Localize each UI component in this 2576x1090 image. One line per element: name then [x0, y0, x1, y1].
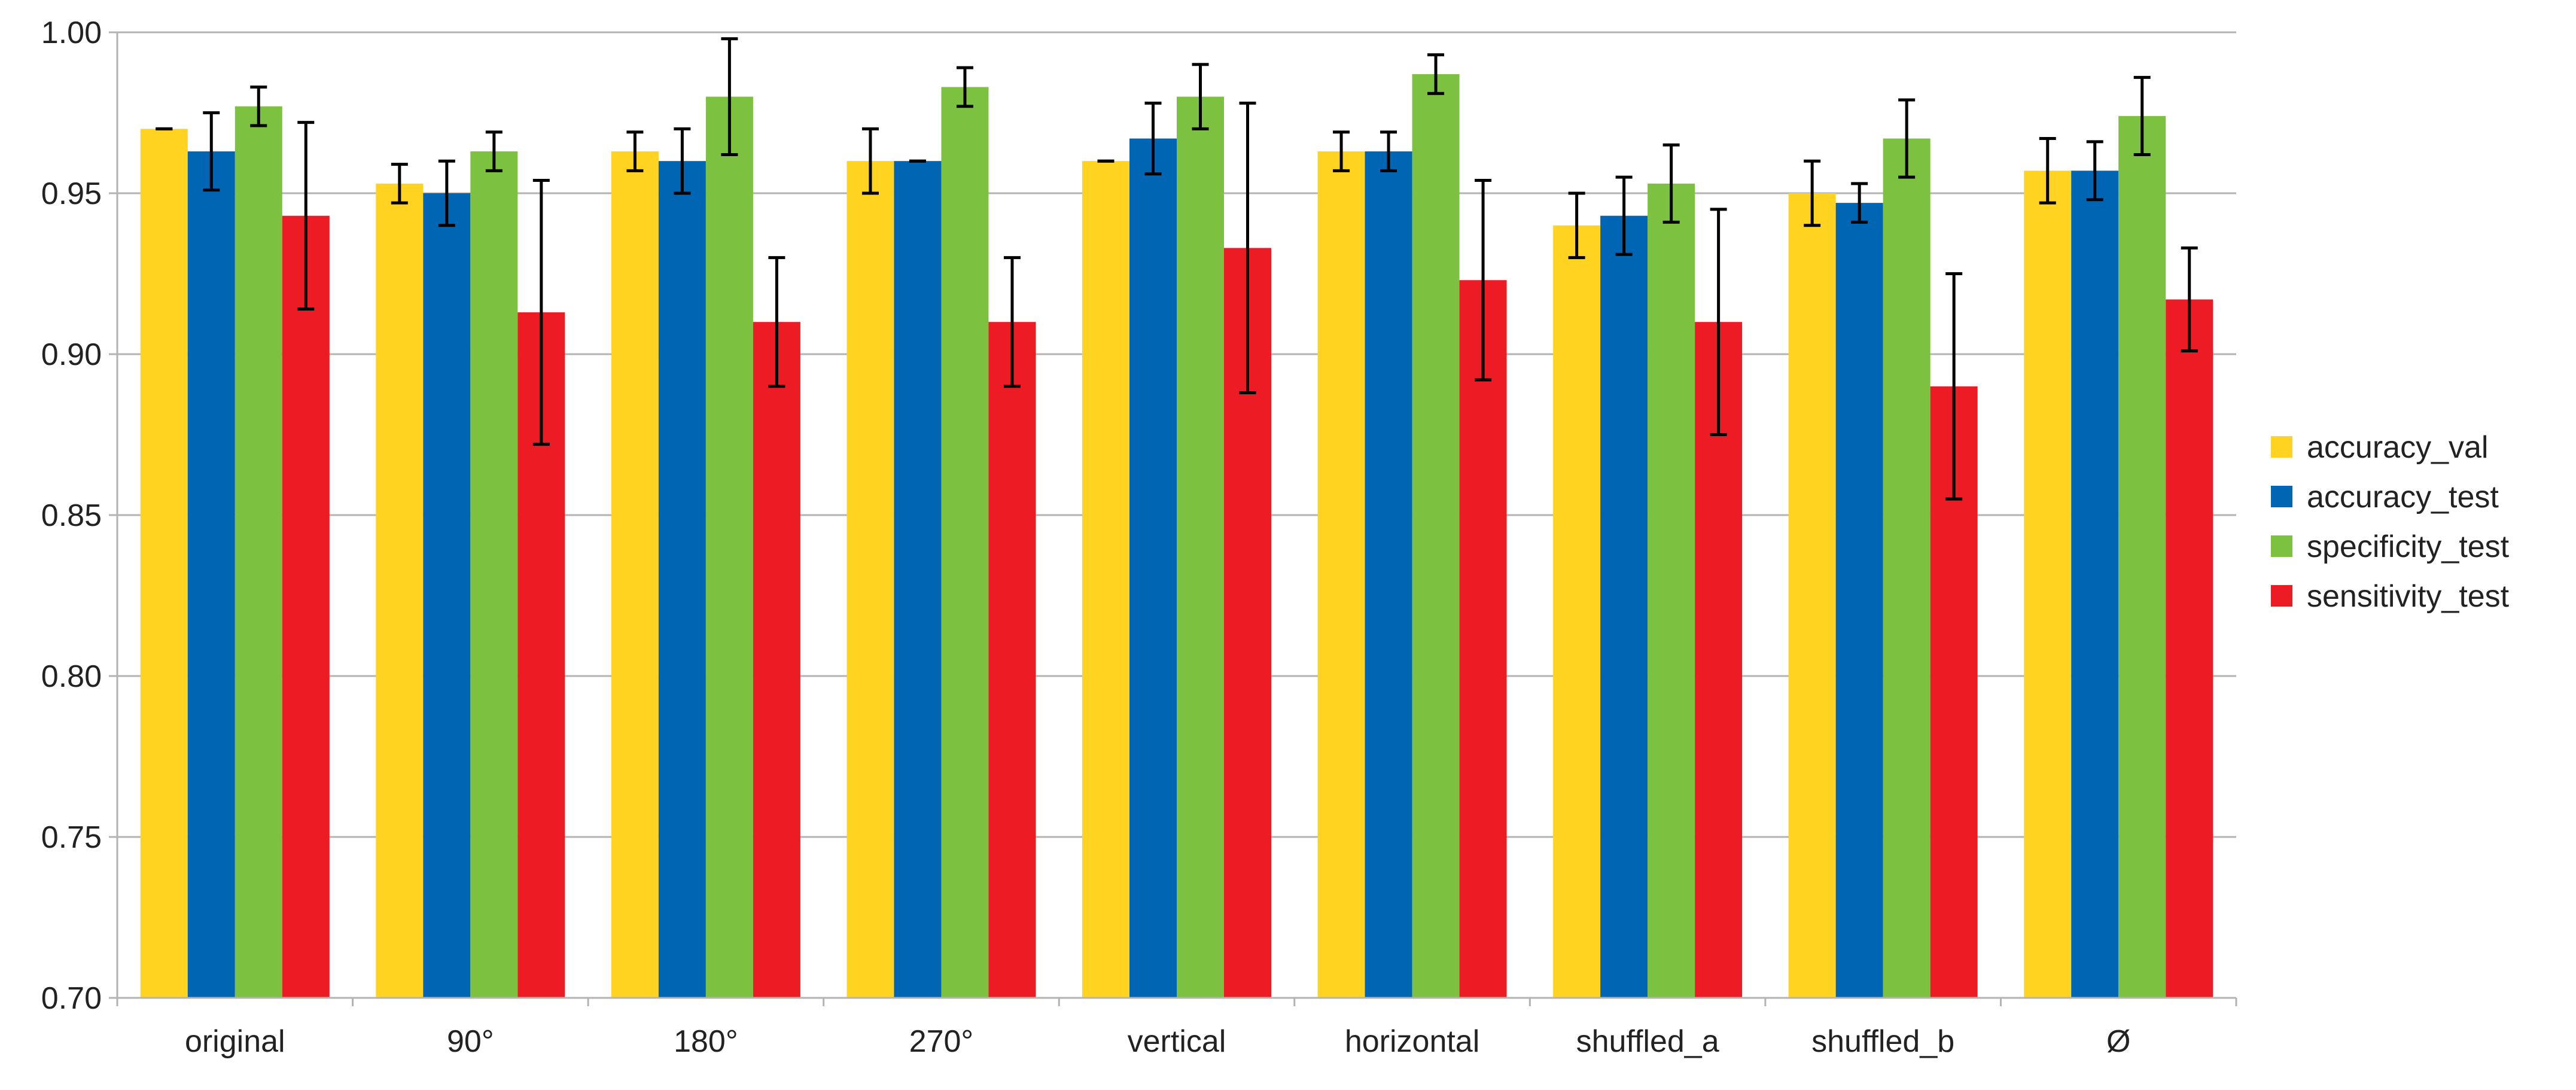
bar-accuracy_val	[611, 151, 659, 998]
y-tick-label: 0.75	[41, 820, 102, 855]
bar-specificity_test	[470, 151, 518, 998]
bar-accuracy_val	[1553, 225, 1601, 998]
bar-accuracy_test	[1600, 215, 1648, 998]
x-tick-label: shuffled_a	[1576, 1024, 1719, 1059]
bar-specificity_test	[1648, 183, 1695, 998]
y-tick-label: 1.00	[41, 16, 102, 50]
legend-label-accuracy_val: accuracy_val	[2307, 430, 2488, 465]
bar-accuracy_test	[423, 193, 471, 998]
x-tick-label: shuffled_b	[1811, 1024, 1954, 1059]
bar-sensitivity_test	[988, 322, 1036, 998]
axes: 0.70 0.75 0.80 0.85 0.90 0.95 1.00 original 90° 1…	[41, 16, 2237, 1059]
bar-accuracy_val	[376, 183, 424, 998]
x-tick-label: vertical	[1128, 1024, 1226, 1059]
legend-swatch-specificity_test	[2271, 535, 2292, 557]
bar-accuracy_val	[847, 161, 894, 998]
bar-specificity_test	[2118, 115, 2166, 998]
x-tick-label: 90°	[447, 1024, 494, 1059]
legend-swatch-accuracy_val	[2271, 436, 2292, 458]
x-tick-label: 180°	[674, 1024, 738, 1059]
legend-swatch-accuracy_test	[2271, 486, 2292, 507]
bar-accuracy_val	[1082, 161, 1129, 998]
bar-accuracy_test	[894, 161, 942, 998]
x-tick-label: original	[185, 1024, 285, 1059]
bar-accuracy_test	[1129, 138, 1177, 998]
legend-label-specificity_test: specificity_test	[2307, 529, 2510, 564]
legend-swatch-sensitivity_test	[2271, 585, 2292, 607]
legend-label-sensitivity_test: sensitivity_test	[2307, 579, 2510, 614]
bar-accuracy_val	[1317, 151, 1365, 998]
y-tick-label: 0.80	[41, 659, 102, 694]
legend: accuracy_val accuracy_test specificity_tes…	[2271, 430, 2510, 614]
y-tick-label: 0.95	[41, 176, 102, 211]
bar-sensitivity_test	[282, 215, 330, 998]
x-tick-label: 270°	[909, 1024, 974, 1059]
bar-accuracy_val	[1788, 193, 1836, 998]
bar-specificity_test	[941, 87, 989, 998]
bars	[140, 74, 2213, 998]
y-tick-label: 0.85	[41, 498, 102, 533]
bar-specificity_test	[705, 96, 753, 998]
legend-label-accuracy_test: accuracy_test	[2307, 480, 2499, 514]
bar-accuracy_val	[2024, 170, 2072, 998]
error-bars	[156, 37, 2198, 501]
x-tick-label: Ø	[2106, 1024, 2130, 1059]
bar-specificity_test	[1177, 96, 1224, 998]
y-tick-label: 0.70	[41, 981, 102, 1016]
bar-accuracy_test	[658, 161, 706, 998]
bar-accuracy_test	[1835, 203, 1883, 998]
y-tick-label: 0.90	[41, 337, 102, 372]
bar-accuracy_test	[2071, 170, 2119, 998]
bar-accuracy_test	[187, 151, 235, 998]
bar-accuracy_val	[140, 129, 188, 998]
bar-accuracy_test	[1365, 151, 1412, 998]
bar-sensitivity_test	[2166, 299, 2213, 998]
bar-specificity_test	[1412, 74, 1460, 998]
bar-specificity_test	[235, 106, 282, 998]
bar-specificity_test	[1883, 138, 1931, 998]
x-tick-label: horizontal	[1345, 1024, 1479, 1059]
bar-sensitivity_test	[1459, 280, 1507, 998]
bar-sensitivity_test	[753, 322, 800, 998]
